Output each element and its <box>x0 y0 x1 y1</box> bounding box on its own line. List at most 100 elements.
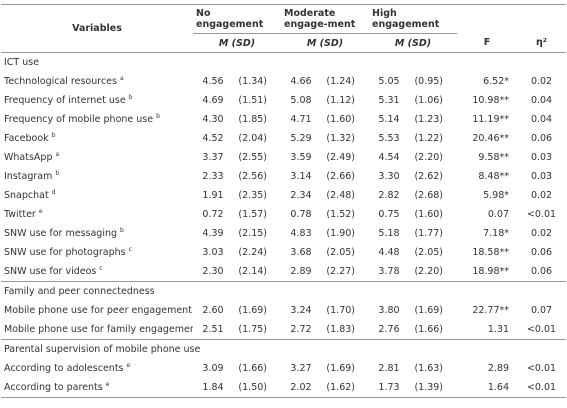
value-cell: 2.02 <box>281 378 321 398</box>
value-cell: 3.24 <box>290 305 312 316</box>
group-header: No engagement <box>193 4 281 34</box>
value-cell: 2.76 <box>378 324 400 335</box>
variable-name: SNW use for videos <box>4 266 97 278</box>
variable-name: Mobile phone use for peer engagement <box>4 305 192 317</box>
value-cell: 0.03 <box>530 171 553 182</box>
value-cell: 3.59 <box>290 152 312 163</box>
value-cell: (2.15) <box>238 228 267 239</box>
value-cell: 3.37 <box>202 152 224 163</box>
value-cell: <0.01 <box>526 363 557 374</box>
value-cell: 0.07 <box>487 209 510 220</box>
data-row: SNW use for photographs c 3.03 (2.24) 3.68 (… <box>1 243 566 262</box>
footnote-mark: c <box>99 265 103 273</box>
group-header: High engagement <box>369 4 458 34</box>
footnote-mark: e <box>105 381 110 389</box>
value-cell: (2.20) <box>414 266 444 277</box>
footnote-mark: b <box>128 94 133 102</box>
value-cell: (2.66) <box>326 171 355 182</box>
value-cell: 2.60 <box>202 305 224 316</box>
variable-name: Mobile phone use for family engagement <box>4 324 193 336</box>
value-cell: 0.04 <box>530 95 553 106</box>
table-body: ICT use Technological resources a 4.56 (1.3… <box>1 53 567 398</box>
variable-name: SNW use for photographs <box>4 247 126 259</box>
value-cell: (2.62) <box>414 171 444 182</box>
value-cell: 1.73 <box>369 378 409 398</box>
variable-name: Frequency of internet use <box>4 95 126 107</box>
value-cell: (1.34) <box>238 76 267 87</box>
variable-name: Snapchat <box>4 190 49 202</box>
variable-cell: According to parents e <box>1 378 193 398</box>
header-variables: Variables <box>1 4 193 53</box>
value-cell: 2.34 <box>290 190 312 201</box>
variable-cell: SNW use for videos c <box>1 262 193 282</box>
variable-cell: According to adolescents e <box>1 359 193 378</box>
value-cell: 0.03 <box>530 152 553 163</box>
value-cell: 4.54 <box>378 152 400 163</box>
value-cell: (1.12) <box>326 95 355 106</box>
value-cell: 4.83 <box>290 228 312 239</box>
value-cell: (2.05) <box>414 247 444 258</box>
value-cell: 0.75 <box>378 209 400 220</box>
variable-cell: Frequency of internet use b <box>1 91 193 110</box>
value-cell: (1.22) <box>414 133 444 144</box>
section-title: Family and peer connectedness <box>1 281 567 301</box>
variable-cell: Twitter e <box>1 205 193 224</box>
value-cell: (1.69) <box>414 305 444 316</box>
value-cell: 10.98** <box>472 95 510 106</box>
value-cell: 5.29 <box>290 133 312 144</box>
value-cell: (1.85) <box>238 114 267 125</box>
variable-cell: Snapchat d <box>1 186 193 205</box>
value-cell: (2.48) <box>326 190 355 201</box>
footnote-mark: a <box>55 151 60 159</box>
value-cell: <0.01 <box>517 378 567 398</box>
value-cell: 3.27 <box>290 363 312 374</box>
value-cell: (1.69) <box>326 363 355 374</box>
value-cell: 3.14 <box>290 171 312 182</box>
value-cell: 4.48 <box>378 247 400 258</box>
page: Variables No engagement Moderate engage-me… <box>0 4 567 408</box>
subheader: M (SD) <box>369 33 458 53</box>
footnote-mark: e <box>38 208 43 216</box>
value-cell: 0.72 <box>202 209 224 220</box>
value-cell: 0.07 <box>530 305 553 316</box>
value-cell: 18.98** <box>472 266 510 277</box>
header-blank <box>457 4 567 34</box>
value-cell: 4.56 <box>202 76 224 87</box>
variable-cell: Technological resources a <box>1 72 193 91</box>
results-table: Variables No engagement Moderate engage-me… <box>1 4 567 398</box>
value-cell: 0.78 <box>290 209 312 220</box>
variable-name: Technological resources <box>4 76 117 88</box>
variable-name: SNW use for messaging <box>4 228 118 240</box>
value-cell: 0.06 <box>530 266 553 277</box>
variable-cell: SNW use for photographs c <box>1 243 193 262</box>
value-cell: (1.24) <box>326 76 355 87</box>
value-cell: 4.71 <box>290 114 312 125</box>
data-row: According to parents e 1.84 (1.50) 2.02 (1.6… <box>1 378 567 398</box>
value-cell: (2.04) <box>238 133 267 144</box>
value-cell: (1.39) <box>409 378 458 398</box>
value-cell: (1.75) <box>238 324 267 335</box>
value-cell: (2.56) <box>238 171 267 182</box>
value-cell: (1.77) <box>414 228 444 239</box>
section-row: Parental supervision of mobile phone use <box>1 339 567 359</box>
value-cell: 4.52 <box>202 133 224 144</box>
value-cell: 3.09 <box>202 363 224 374</box>
data-row: Mobile phone use for family engagement e… <box>1 320 566 340</box>
value-cell: 3.68 <box>290 247 312 258</box>
variable-cell: Instagram b <box>1 167 193 186</box>
value-cell: (1.66) <box>238 363 267 374</box>
variable-cell: WhatsApp a <box>1 148 193 167</box>
value-cell: 3.80 <box>378 305 400 316</box>
value-cell: (2.05) <box>326 247 355 258</box>
variable-cell: Facebook b <box>1 129 193 148</box>
value-cell: (2.35) <box>238 190 267 201</box>
value-cell: (2.55) <box>238 152 267 163</box>
value-cell: 4.39 <box>202 228 224 239</box>
value-cell: <0.01 <box>526 324 557 335</box>
value-cell: (1.70) <box>326 305 355 316</box>
value-cell: 2.30 <box>202 266 224 277</box>
variable-cell: Mobile phone use for peer engagement c <box>1 301 193 320</box>
subheader: η² <box>517 33 567 53</box>
value-cell: 5.53 <box>378 133 400 144</box>
